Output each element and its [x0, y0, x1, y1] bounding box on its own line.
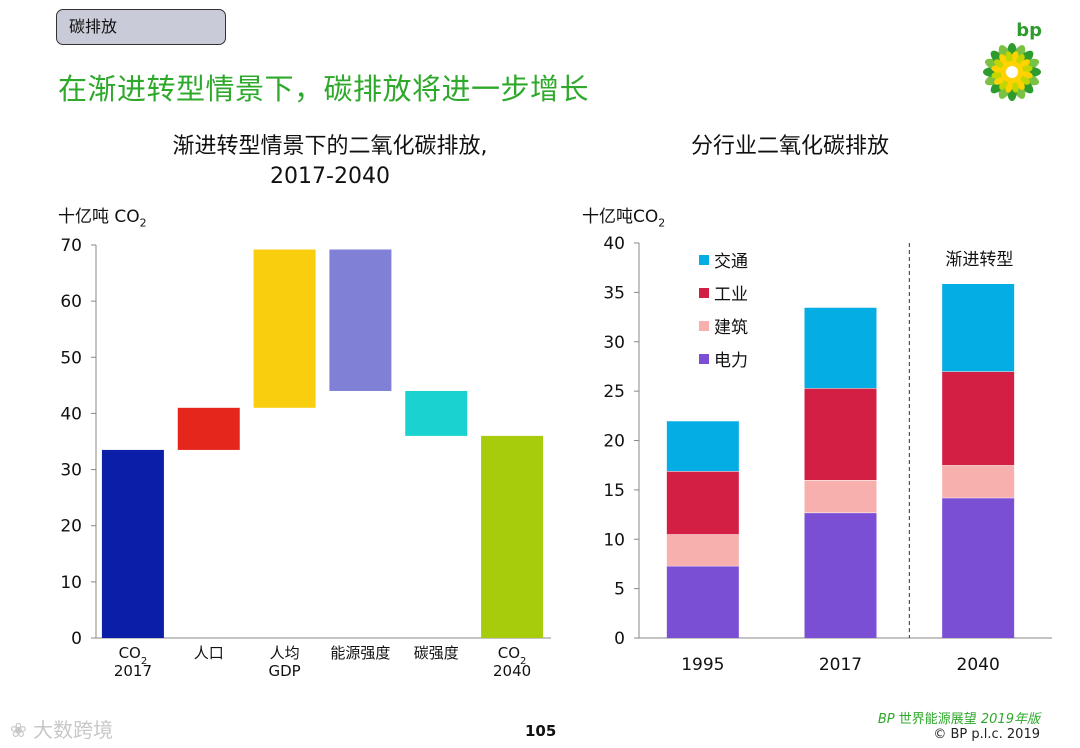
stacked-bar-segment: [666, 565, 739, 638]
waterfall-bar: [253, 249, 316, 408]
y-tick-label: 0: [71, 629, 82, 649]
y-tick-label: 20: [603, 432, 625, 452]
helios-icon: [983, 43, 1041, 101]
x-tick-label-line2: GDP: [268, 662, 300, 680]
footer-brand: BP 世界能源展望 2019年版: [878, 708, 1040, 727]
watermark-text: 大数跨境: [33, 718, 114, 742]
stacked-bar-segment: [942, 497, 1015, 638]
stacked-bar-segment: [666, 471, 739, 535]
stacked-bar-segment: [666, 534, 739, 566]
y-tick-label: 20: [60, 517, 82, 537]
x-tick-label: CO2: [119, 644, 148, 667]
left-chart-title-line1: 渐进转型情景下的二氧化碳排放,: [172, 134, 488, 159]
legend-swatch: [699, 321, 709, 331]
footer-copyright: © BP p.l.c. 2019: [933, 727, 1040, 742]
y-tick-label: 50: [60, 348, 82, 368]
watermark-icon: ❀: [10, 718, 34, 742]
y-tick-label: 60: [60, 292, 82, 312]
left-chart-title: 渐进转型情景下的二氧化碳排放, 2017-2040: [130, 132, 530, 192]
stacked-bar-segment: [804, 480, 877, 513]
waterfall-bar: [405, 390, 468, 436]
y-tick-label: 70: [60, 236, 82, 256]
logo-petal-inner: [1011, 80, 1019, 93]
x-tick-label: 1995: [681, 655, 724, 675]
stacked-bar-segment: [942, 465, 1015, 498]
y-tick-label: 30: [60, 461, 82, 481]
x-tick-label-sub: 2: [141, 656, 147, 667]
x-tick-label: 能源强度: [330, 644, 390, 662]
right-chart-title: 分行业二氧化碳排放: [690, 134, 889, 159]
logo-petal-inner: [991, 71, 1004, 79]
y-tick-label: 10: [603, 530, 625, 550]
y-tick-label: 35: [603, 283, 625, 303]
legend-swatch: [699, 354, 709, 364]
legend-swatch: [699, 255, 709, 265]
right-y-unit-text: 十亿吨CO: [582, 207, 659, 227]
waterfall-bar: [329, 249, 392, 391]
x-tick-label-line2: 2017: [114, 662, 152, 680]
legend-label: 电力: [714, 351, 748, 371]
x-tick-label-line2: 2040: [493, 662, 531, 680]
right-y-unit: 十亿吨CO2: [582, 202, 665, 229]
waterfall-bar: [101, 449, 164, 638]
section-tag: 碳排放: [56, 9, 226, 45]
left-y-unit-text: 十亿吨 CO: [58, 207, 140, 227]
logo-petal-inner: [1005, 51, 1013, 64]
projection-annotation: 渐进转型: [945, 250, 1013, 270]
page-headline: 在渐进转型情景下，碳排放将进一步增长: [58, 72, 590, 106]
stacked-bar-segment: [804, 388, 877, 480]
x-tick-label: 2017: [819, 655, 862, 675]
right-y-unit-sub: 2: [658, 216, 666, 230]
x-tick-label: CO2: [498, 644, 527, 667]
y-tick-label: 25: [603, 382, 625, 402]
legend-label: 交通: [714, 252, 748, 272]
legend-swatch: [699, 288, 709, 298]
bp-logo-text: bp: [1016, 20, 1042, 41]
stacked-bar-segment: [666, 420, 739, 472]
y-tick-label: 40: [60, 404, 82, 424]
footer-brand-bp: BP: [877, 712, 895, 727]
legend-label: 工业: [714, 285, 748, 305]
stacked-bar-segment: [942, 283, 1015, 372]
y-tick-label: 15: [603, 481, 625, 501]
footer-brand-year: 2019年版: [980, 712, 1040, 727]
x-tick-label: 人口: [194, 644, 224, 662]
y-tick-label: 10: [60, 573, 82, 593]
legend-label: 建筑: [714, 318, 748, 338]
left-chart-title-line2: 2017-2040: [270, 164, 390, 189]
stacked-bar-segment: [942, 371, 1015, 466]
watermark: ❀ 大数跨境: [10, 714, 113, 743]
left-y-unit-sub: 2: [139, 216, 147, 230]
x-tick-label-sub: 2: [520, 656, 526, 667]
left-y-unit: 十亿吨 CO2: [58, 202, 147, 229]
footer-brand-text: 世界能源展望: [898, 712, 977, 727]
page-number: 105: [525, 722, 557, 740]
x-tick-label: 人均: [270, 644, 300, 662]
x-tick-label: 碳强度: [414, 644, 459, 662]
stacked-bar-segment: [804, 512, 877, 638]
y-tick-label: 40: [603, 234, 625, 254]
waterfall-bar: [177, 407, 240, 450]
y-tick-label: 5: [614, 580, 625, 600]
waterfall-bar: [481, 435, 544, 638]
logo-petal-inner: [1020, 65, 1033, 73]
x-tick-label: 2040: [957, 655, 1000, 675]
y-tick-label: 30: [603, 333, 625, 353]
bp-logo: bp: [980, 16, 1052, 106]
y-tick-label: 0: [614, 629, 625, 649]
stacked-bar-segment: [804, 307, 877, 389]
